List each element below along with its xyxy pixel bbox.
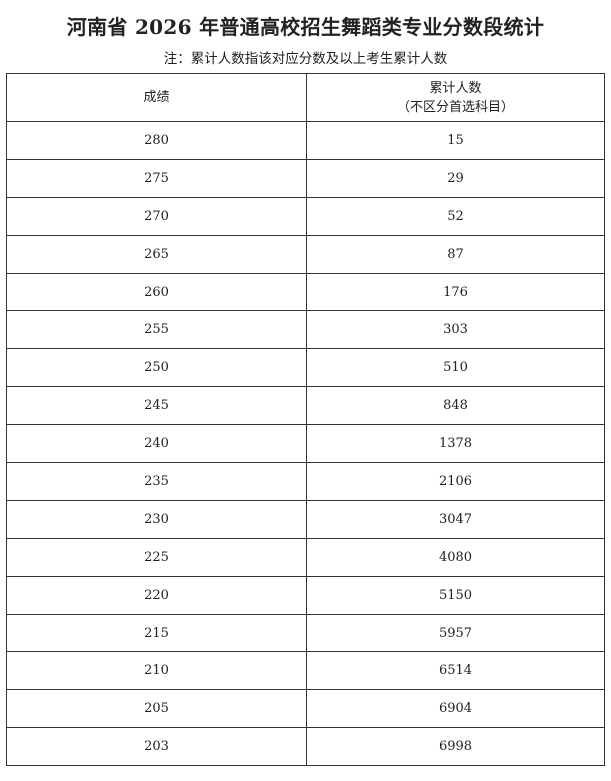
- table-row: 245 848: [6, 386, 605, 426]
- count-cell: 4080: [306, 537, 605, 577]
- table-row: 230 3047: [6, 499, 605, 539]
- score-cell: 220: [6, 575, 307, 615]
- table-row: 260 176: [6, 272, 605, 312]
- score-cell: 260: [6, 272, 307, 312]
- score-cell: 240: [6, 424, 307, 464]
- count-cell: 6998: [306, 727, 605, 767]
- count-cell: 303: [306, 310, 605, 350]
- count-cell: 5957: [306, 613, 605, 653]
- score-cell: 265: [6, 234, 307, 274]
- table-row: 205 6904: [6, 689, 605, 729]
- count-cell: 29: [306, 158, 605, 198]
- table-row: 210 6514: [6, 651, 605, 691]
- count-cell: 510: [306, 348, 605, 388]
- table-row: 203 6998: [6, 727, 605, 767]
- table-row: 240 1378: [6, 424, 605, 464]
- table-row: 250 510: [6, 348, 605, 388]
- count-cell: 87: [306, 234, 605, 274]
- table-header-row: 成绩 累计人数 （不区分首选科目）: [6, 73, 605, 122]
- count-cell: 5150: [306, 575, 605, 615]
- score-cell: 205: [6, 689, 307, 729]
- score-table: 成绩 累计人数 （不区分首选科目） 280 15 275 29 270 52 265 87 26…: [6, 73, 605, 767]
- score-cell: 215: [6, 613, 307, 653]
- score-cell: 255: [6, 310, 307, 350]
- score-cell: 225: [6, 537, 307, 577]
- table-row: 265 87: [6, 234, 605, 274]
- table-note: 注：累计人数指该对应分数及以上考生累计人数: [163, 51, 448, 67]
- count-cell: 15: [306, 121, 605, 160]
- score-cell: 250: [6, 348, 307, 388]
- score-cell: 230: [6, 499, 307, 539]
- header-cumulative: 累计人数 （不区分首选科目）: [306, 73, 605, 122]
- count-cell: 176: [306, 272, 605, 312]
- table-row: 275 29: [6, 158, 605, 198]
- header-cumulative-sub: （不区分首选科目）: [396, 99, 514, 115]
- header-cumulative-label: 累计人数: [429, 80, 482, 96]
- count-cell: 848: [306, 386, 605, 426]
- count-cell: 1378: [306, 424, 605, 464]
- table-row: 225 4080: [6, 537, 605, 577]
- table-row: 255 303: [6, 310, 605, 350]
- table-row: 220 5150: [6, 575, 605, 615]
- table-row: 270 52: [6, 196, 605, 236]
- count-cell: 6904: [306, 689, 605, 729]
- table-row: 280 15: [6, 121, 605, 160]
- table-row: 215 5957: [6, 613, 605, 653]
- count-cell: 2106: [306, 462, 605, 501]
- count-cell: 52: [306, 196, 605, 236]
- page-title: 河南省 2026 年普通高校招生舞蹈类专业分数段统计: [66, 15, 545, 39]
- score-cell: 275: [6, 158, 307, 198]
- count-cell: 3047: [306, 499, 605, 539]
- header-score: 成绩: [6, 73, 307, 122]
- score-cell: 270: [6, 196, 307, 236]
- table-row: 235 2106: [6, 462, 605, 501]
- score-cell: 235: [6, 462, 307, 501]
- score-cell: 280: [6, 121, 307, 160]
- score-cell: 245: [6, 386, 307, 426]
- score-cell: 203: [6, 727, 307, 767]
- score-cell: 210: [6, 651, 307, 691]
- count-cell: 6514: [306, 651, 605, 691]
